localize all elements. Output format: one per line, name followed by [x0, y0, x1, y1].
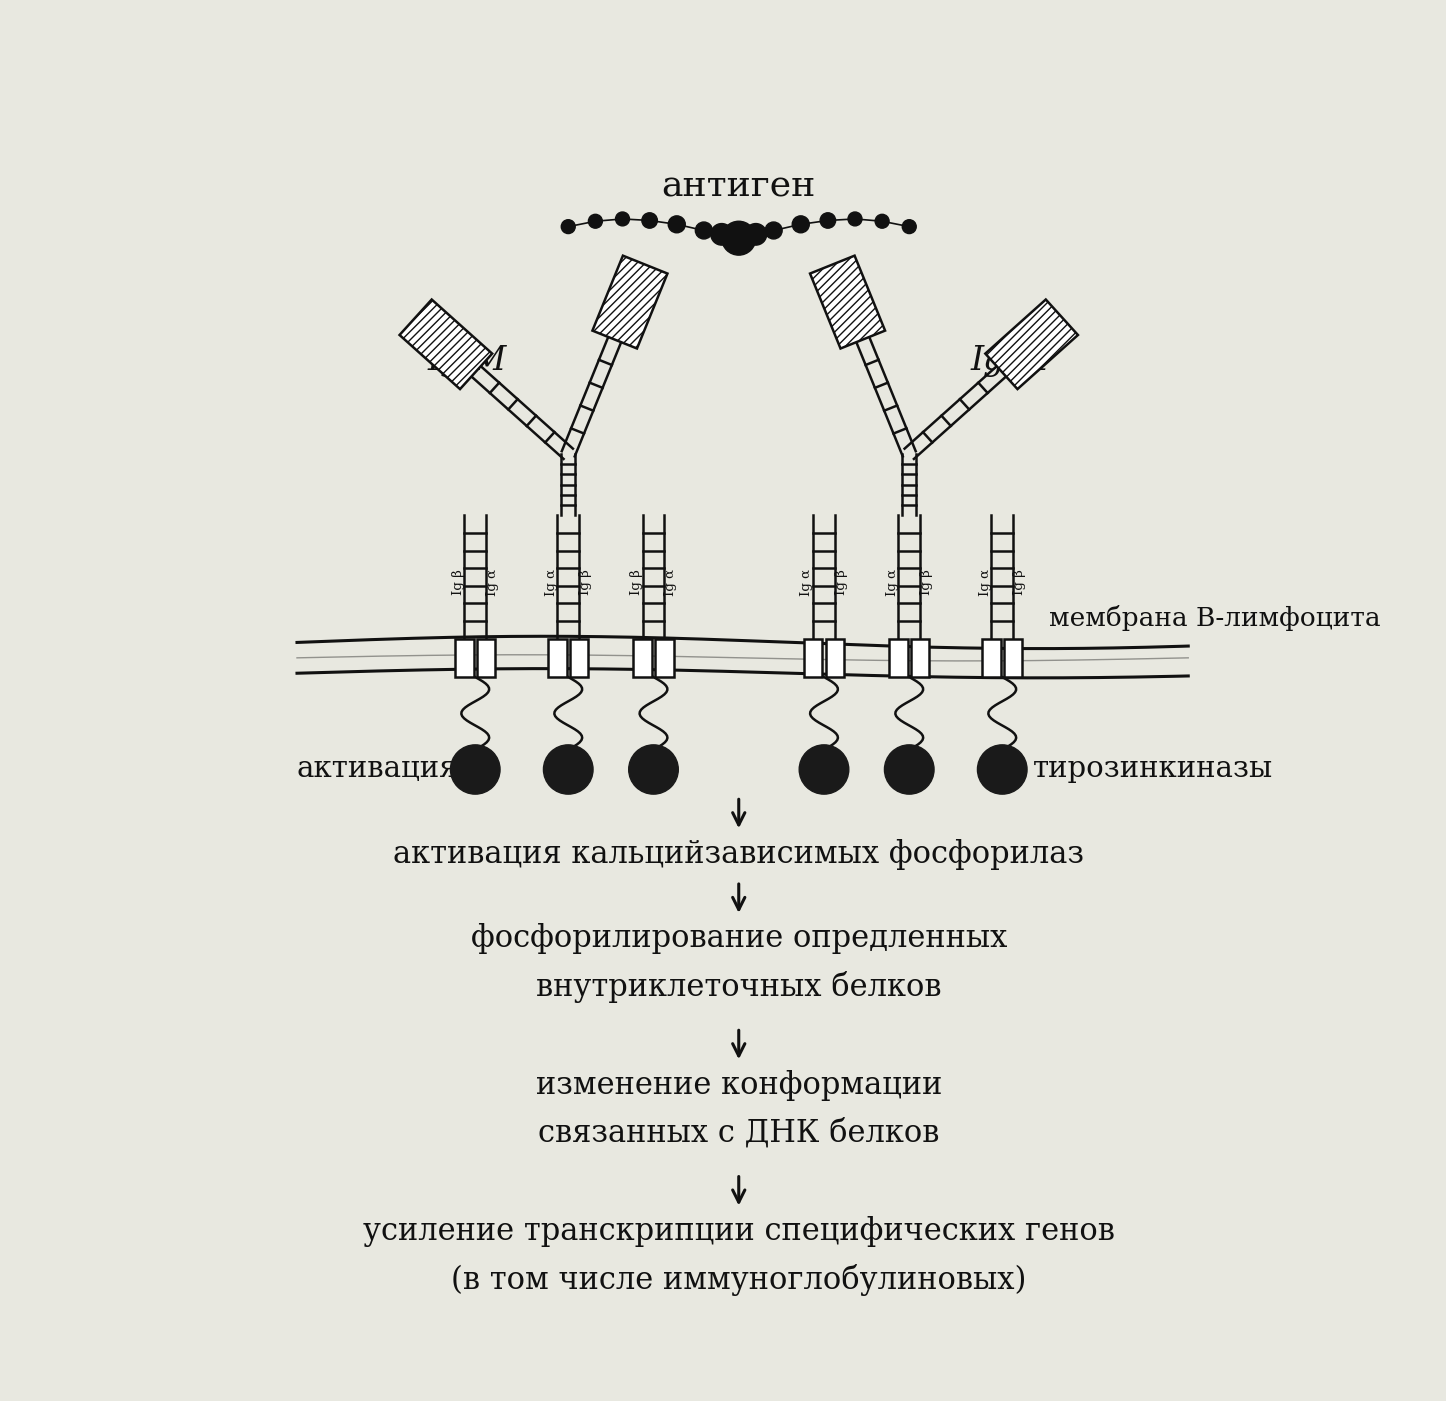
Circle shape: [544, 745, 593, 794]
Circle shape: [561, 220, 576, 234]
Bar: [633, 639, 652, 677]
Text: Ig α: Ig α: [664, 569, 677, 597]
Text: внутриклеточных белков: внутриклеточных белков: [536, 971, 941, 1003]
Text: фосфорилирование опредленных: фосфорилирование опредленных: [470, 923, 1006, 954]
Circle shape: [792, 216, 810, 233]
Text: Ig β: Ig β: [451, 569, 464, 595]
Circle shape: [668, 216, 685, 233]
Text: (в том числе иммуноглобулиновых): (в том числе иммуноглобулиновых): [451, 1264, 1027, 1296]
Circle shape: [820, 213, 836, 228]
Text: изменение конформации: изменение конформации: [535, 1070, 941, 1101]
Bar: [826, 639, 844, 677]
Circle shape: [875, 214, 889, 228]
Bar: [655, 639, 674, 677]
Bar: [548, 639, 567, 677]
Text: Ig β: Ig β: [578, 569, 591, 595]
Text: Ig β: Ig β: [834, 569, 847, 595]
Text: Ig α: Ig α: [801, 569, 814, 597]
Circle shape: [745, 224, 766, 245]
Circle shape: [642, 213, 658, 228]
Text: Ig α: Ig α: [886, 569, 899, 597]
Circle shape: [977, 745, 1027, 794]
Text: Ig α: Ig α: [979, 569, 992, 597]
Circle shape: [902, 220, 917, 234]
Polygon shape: [593, 255, 668, 349]
Bar: [911, 639, 930, 677]
Circle shape: [451, 745, 500, 794]
Text: активация: активация: [296, 755, 458, 783]
Text: Ig M: Ig M: [428, 346, 508, 377]
Circle shape: [885, 745, 934, 794]
Text: Ig β: Ig β: [920, 569, 933, 595]
Circle shape: [711, 224, 733, 245]
Polygon shape: [399, 300, 492, 389]
Polygon shape: [810, 255, 885, 349]
Circle shape: [616, 212, 629, 226]
Bar: [1004, 639, 1022, 677]
Text: усиление транскрипции специфических генов: усиление транскрипции специфических гено…: [363, 1216, 1115, 1247]
Text: Ig β: Ig β: [630, 569, 643, 595]
Circle shape: [800, 745, 849, 794]
Circle shape: [629, 745, 678, 794]
Text: Ig β: Ig β: [1012, 569, 1025, 595]
Text: активация кальцийзависимых фосфорилаз: активация кальцийзависимых фосфорилаз: [393, 839, 1084, 870]
Circle shape: [722, 221, 756, 255]
Text: тирозинкиназы: тирозинкиназы: [1034, 755, 1274, 783]
Circle shape: [765, 221, 782, 240]
Polygon shape: [985, 300, 1077, 389]
Bar: [982, 639, 1001, 677]
Bar: [889, 639, 908, 677]
Text: антиген: антиген: [662, 170, 816, 203]
Bar: [455, 639, 474, 677]
Bar: [804, 639, 823, 677]
Bar: [477, 639, 496, 677]
Circle shape: [589, 214, 603, 228]
Circle shape: [847, 212, 862, 226]
Text: мембрана В-лимфоцита: мембрана В-лимфоцита: [1048, 605, 1381, 630]
Text: связанных с ДНК белков: связанных с ДНК белков: [538, 1118, 940, 1149]
Bar: [570, 639, 589, 677]
Text: Ig M: Ig M: [970, 346, 1050, 377]
Circle shape: [696, 221, 713, 240]
Text: Ig α: Ig α: [486, 569, 499, 597]
Text: Ig α: Ig α: [545, 569, 558, 597]
